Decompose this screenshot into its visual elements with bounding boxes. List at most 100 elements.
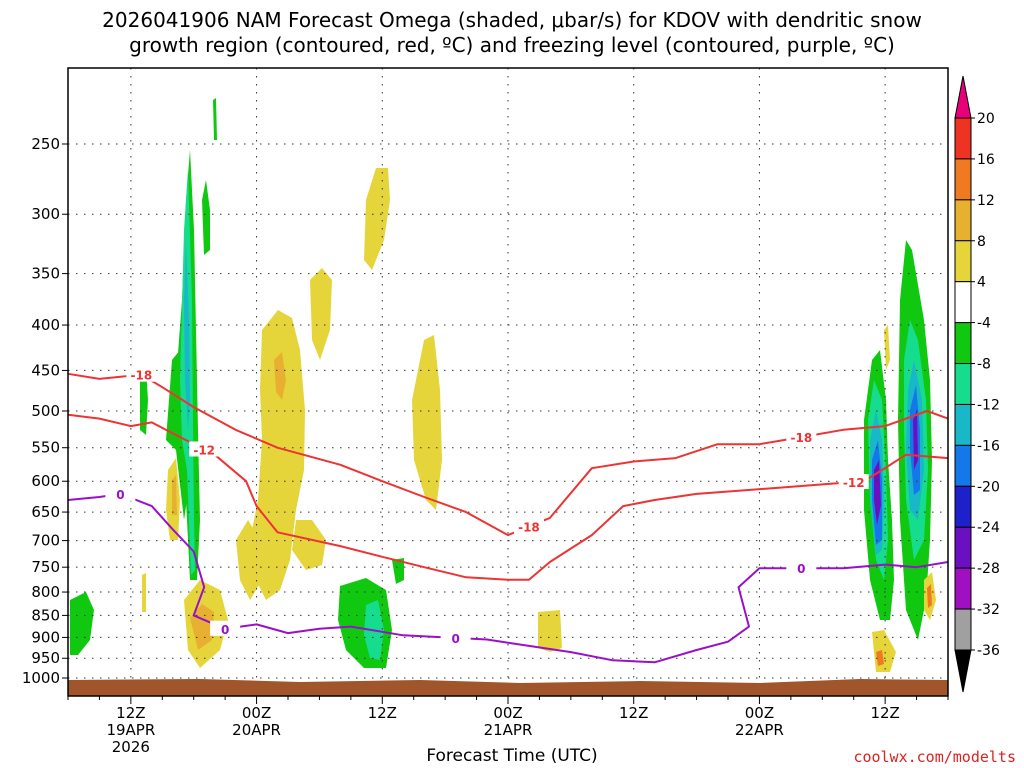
omega-region-green-small-mid <box>392 558 404 584</box>
x-tick-label-30-0: 12Z <box>368 704 397 722</box>
colorbar-box-2 <box>954 199 972 242</box>
contour-minus12 <box>67 413 949 581</box>
y-tick-label-700: 700 <box>31 532 60 550</box>
omega-region-green-left-mid <box>140 368 148 435</box>
omega-region-green-left-bottom <box>70 592 94 655</box>
colorbar-label-10: -24 <box>977 520 1000 536</box>
plot-frame <box>67 67 949 697</box>
colorbar-label-9: -20 <box>977 479 1000 495</box>
y-tick-label-750: 750 <box>31 558 60 576</box>
omega-region-cyan-left-column <box>184 240 190 430</box>
omega-region-yellow-tiny-left <box>142 573 146 612</box>
colorbar-box-8 <box>954 444 972 487</box>
omega-region-yellow-central-column <box>250 310 305 600</box>
y-tick-label-400: 400 <box>31 316 60 334</box>
contour-layer: -18 -18 -18 -12 -12 0 0 0 0 <box>67 366 949 664</box>
colorbar-top-arrow <box>954 75 972 119</box>
colorbar-label-1: 16 <box>977 152 995 168</box>
contour-minus12-label-1: -12 <box>843 476 865 490</box>
colorbar-label-8: -16 <box>977 438 1000 454</box>
y-tick-label-300: 300 <box>31 205 60 223</box>
y-tick-label-1000: 1000 <box>22 669 60 687</box>
omega-region-yellow-upper-right <box>364 168 390 270</box>
colorbar-label-13: -36 <box>977 643 1000 659</box>
y-tick-label-900: 900 <box>31 628 60 646</box>
colorbar: 20 16 12 8 4 -4 -8 -12 -16 -20 -24 -28 -32 -36 <box>954 75 1000 693</box>
grid-layer: 250 300 350 400 450 500 550 600 650 700 750 800 850 9… <box>22 68 948 696</box>
x-tick-label-54-0: 12Z <box>619 704 648 722</box>
contour-minus18-label-2: -18 <box>790 431 812 445</box>
contour-minus12-label-bg-1 <box>838 474 869 490</box>
colorbar-label-11: -28 <box>977 561 1000 577</box>
y-tick-label-600: 600 <box>31 472 60 490</box>
surface-terrain-band <box>68 679 948 696</box>
colorbar-box-4 <box>954 281 972 324</box>
y-tick-label-950: 950 <box>31 649 60 667</box>
omega-region-yellow-right-small <box>884 325 890 370</box>
colorbar-bottom-arrow <box>954 649 972 693</box>
y-tick-label-500: 500 <box>31 402 60 420</box>
colorbar-box-9 <box>954 485 972 528</box>
omega-region-orange-left-small <box>172 475 177 515</box>
contour-minus18-label-0: -18 <box>130 369 152 383</box>
omega-region-green-small-upper <box>202 180 210 255</box>
colorbar-label-3: 8 <box>977 234 986 250</box>
x-tick-label-6-0: 12Z <box>116 704 145 722</box>
y-tick-label-650: 650 <box>31 503 60 521</box>
contour-minus18-label-bg-1 <box>513 518 544 534</box>
x-axis-title: Forecast Time (UTC) <box>426 746 598 766</box>
x-tick-label-18-1: 20APR <box>232 721 281 739</box>
y-tick-label-450: 450 <box>31 361 60 379</box>
colorbar-box-10 <box>954 526 972 569</box>
contour-freezing-level-label-0: 0 <box>116 488 124 502</box>
omega-region-orange-right-surface <box>876 650 884 666</box>
colorbar-label-0: 20 <box>977 111 995 127</box>
x-tick-label-42-0: 00Z <box>493 704 522 722</box>
y-tick-label-550: 550 <box>31 439 60 457</box>
x-tick-label-66-0: 00Z <box>745 704 774 722</box>
colorbar-label-5: -4 <box>977 316 991 332</box>
contour-minus18-label-bg-0 <box>126 366 157 382</box>
x-tick-label-78-0: 12Z <box>870 704 899 722</box>
omega-region-orange-right-near-surface <box>927 584 932 608</box>
omega-region-yellow-surface-mid <box>538 610 562 652</box>
colorbar-box-11 <box>954 567 972 610</box>
contour-freezing-level-label-bg-3 <box>786 560 817 576</box>
x-tick-label-66-1: 22APR <box>735 721 784 739</box>
contour-freezing-level-label-bg-0 <box>105 485 136 501</box>
contour-freezing-level-label-bg-2 <box>440 629 471 645</box>
x-tick-label-6-2: 2026 <box>112 738 150 756</box>
omega-region-yellow-lower-mid <box>292 520 326 570</box>
y-tick-label-850: 850 <box>31 606 60 624</box>
colorbar-box-5 <box>954 322 972 365</box>
credit-text: coolwx.com/modelts <box>853 748 1016 766</box>
colorbar-box-7 <box>954 403 972 446</box>
y-tick-label-800: 800 <box>31 583 60 601</box>
colorbar-box-12 <box>954 608 972 651</box>
colorbar-box-1 <box>954 158 972 201</box>
x-tick-label-42-1: 21APR <box>484 721 533 739</box>
chart-title-line-1: 2026041906 NAM Forecast Omega (shaded, μ… <box>102 8 922 32</box>
omega-region-yellow-mid-right <box>412 335 442 510</box>
x-tick-label-18-0: 00Z <box>242 704 271 722</box>
omega-region-yellow-lower-left <box>236 520 262 600</box>
contour-freezing-level-label-3: 0 <box>797 562 805 576</box>
colorbar-label-6: -8 <box>977 357 991 373</box>
colorbar-box-6 <box>954 363 972 405</box>
contour-freezing-level-label-1: 0 <box>221 623 229 637</box>
colorbar-label-7: -12 <box>977 397 1000 413</box>
contour-freezing-level-label-bg-1 <box>210 620 241 636</box>
contour-minus12-label-bg-0 <box>189 441 220 457</box>
omega-region-green-tiny-top <box>213 98 217 140</box>
contour-minus12-label-0: -12 <box>193 443 215 457</box>
colorbar-label-12: -32 <box>977 602 1000 618</box>
omega-region-yellow-upper-mid <box>310 268 332 360</box>
chart-title-line-2: growth region (contoured, red, ºC) and f… <box>129 33 895 57</box>
y-tick-label-350: 350 <box>31 265 60 283</box>
contour-freezing-level-label-2: 0 <box>451 632 459 646</box>
colorbar-label-4: 4 <box>977 275 986 291</box>
colorbar-box-0 <box>954 117 972 160</box>
colorbar-label-2: 12 <box>977 193 995 209</box>
